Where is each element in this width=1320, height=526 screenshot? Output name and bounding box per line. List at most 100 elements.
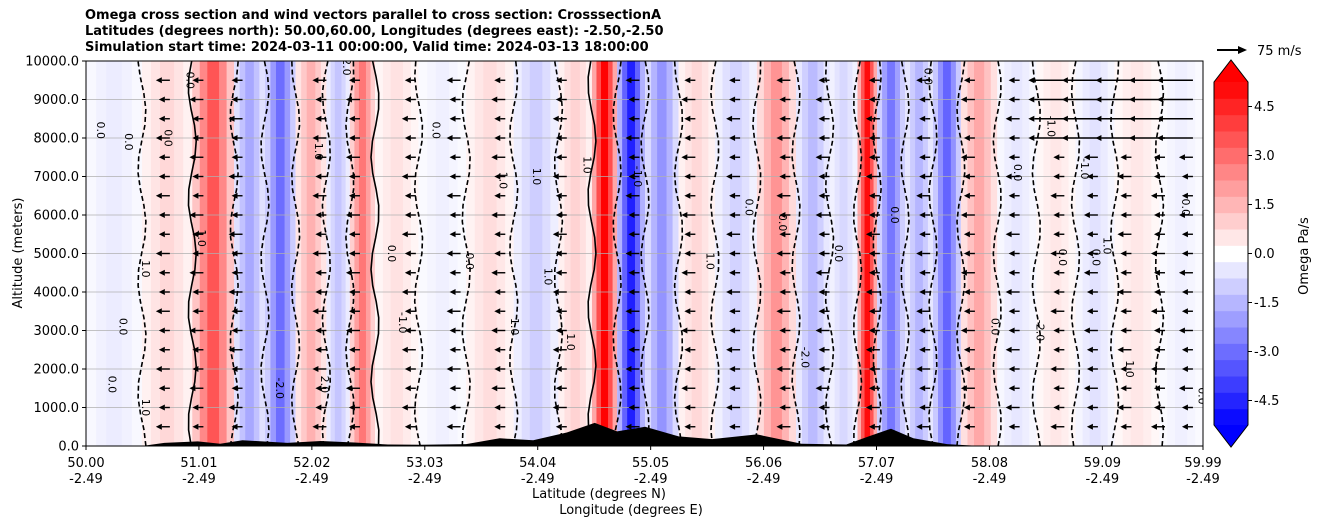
wind-arrow-head-47 xyxy=(231,250,238,257)
wind-arrow-head-31 xyxy=(192,192,199,199)
y-tick-label-1: 1000.0 xyxy=(34,401,80,416)
wind-arrow-head-82 xyxy=(348,308,355,315)
wind-arrow-head-245 xyxy=(779,96,786,103)
wind-arrow-head-227 xyxy=(729,77,736,84)
wind-arrow-head-352 xyxy=(1053,231,1060,238)
wind-arrow-head-238 xyxy=(779,231,786,238)
wind-arrow-head-297 xyxy=(916,192,923,199)
wind-arrow-head-311 xyxy=(963,289,970,295)
wind-arrow-head-303 xyxy=(916,77,923,84)
wind-arrow-head-37 xyxy=(192,77,199,84)
wind-arrow-head-268 xyxy=(868,385,875,392)
x-tick-lat-5: 55.05 xyxy=(632,456,669,471)
wind-arrow-head-144 xyxy=(491,212,498,218)
wind-arrow-head-158 xyxy=(555,308,562,315)
wind-arrow-head-400 xyxy=(1153,404,1160,411)
wind-arrow-head-292 xyxy=(919,289,926,295)
wind-arrow-head-289 xyxy=(919,346,926,353)
wind-arrow-head-276 xyxy=(865,231,872,238)
wind-arrow-head-172 xyxy=(628,404,635,411)
wind-arrow-head-240 xyxy=(776,192,783,199)
wind-arrow-head-64 xyxy=(315,289,322,295)
wind-arrow-head-422 xyxy=(1181,346,1188,353)
wind-arrow-head-403 xyxy=(1153,346,1160,353)
wind-arrow-head-322 xyxy=(963,77,970,84)
wind-arrow-head-420 xyxy=(1178,385,1185,392)
contour-label-9: 0.0 xyxy=(105,376,118,394)
contour-line-17 xyxy=(710,61,720,446)
wind-arrow-head-173 xyxy=(628,385,635,392)
wind-arrow-head-367 xyxy=(1086,308,1093,315)
colorbar-bin-12 xyxy=(1214,212,1248,230)
wind-arrow-head-360 xyxy=(1028,77,1035,84)
quiver-key: 75 m/s xyxy=(1217,44,1302,59)
wind-arrow-head-433 xyxy=(1156,135,1163,141)
wind-arrow-head-201 xyxy=(681,212,688,218)
wind-arrow-head-79 xyxy=(348,366,355,372)
contour-line-10 xyxy=(461,61,471,446)
contour-label-1: 0.0 xyxy=(122,133,135,151)
wind-arrow-head-121 xyxy=(449,289,456,295)
wind-arrow-head-320 xyxy=(963,115,970,122)
wind-arrow-head-80 xyxy=(348,346,355,353)
wind-arrow-head-284 xyxy=(868,77,875,84)
colorbar-bin-20 xyxy=(1214,82,1248,99)
wind-arrow-head-225 xyxy=(726,115,733,122)
wind-arrow-head-358 xyxy=(1028,115,1035,122)
wind-arrow-head-134 xyxy=(494,404,501,411)
contour-label-33: -2.0 xyxy=(1033,320,1046,341)
colorbar-bin-4 xyxy=(1214,343,1248,361)
colorbar-frame xyxy=(1213,59,1249,448)
contour-label-23: -1.0 xyxy=(631,166,644,187)
wind-arrow-head-165 xyxy=(552,173,559,180)
wind-arrow-head-65 xyxy=(315,269,322,276)
wind-arrow-head-291 xyxy=(916,308,923,315)
wind-arrow-head-385 xyxy=(1120,327,1127,334)
wind-arrow-head-371 xyxy=(1086,231,1093,238)
wind-arrow-head-308 xyxy=(963,346,970,353)
wind-arrow-head-187 xyxy=(628,115,635,122)
omega-contours xyxy=(137,61,1165,446)
wind-arrow-head-109 xyxy=(404,154,411,161)
contour-label-5: -1.0 xyxy=(312,139,325,160)
wind-arrow-head-399 xyxy=(1150,423,1157,430)
wind-arrow-head-36 xyxy=(189,96,196,103)
wind-arrow-head-310 xyxy=(963,308,970,315)
wind-arrow-head-137 xyxy=(494,346,501,353)
wind-arrow-head-104 xyxy=(404,250,411,257)
wind-arrow-head-263 xyxy=(818,115,825,122)
wind-arrow-head-203 xyxy=(684,173,691,180)
colorbar-bin-9 xyxy=(1214,261,1248,279)
wind-arrow-head-68 xyxy=(315,212,322,218)
wind-arrow-head-419 xyxy=(1181,404,1188,411)
wind-arrow-head-369 xyxy=(1083,269,1090,276)
wind-arrow-head-0 xyxy=(155,423,162,430)
wind-arrow-head-6 xyxy=(155,308,162,315)
wind-arrow-head-127 xyxy=(449,173,456,180)
contour-label-20: 1.0 xyxy=(541,268,554,286)
wind-arrow-head-17 xyxy=(158,96,165,103)
wind-arrow-head-101 xyxy=(404,308,411,315)
wind-arrow-head-307 xyxy=(963,366,970,372)
wind-arrow-head-381 xyxy=(1117,404,1124,411)
wind-arrow-head-334 xyxy=(1008,212,1015,218)
contour-label-21: 1.0 xyxy=(564,333,577,351)
contour-label-15: 0.0 xyxy=(430,122,443,140)
wind-arrow-head-78 xyxy=(345,385,352,392)
wind-arrow-head-370 xyxy=(1086,250,1093,257)
wind-arrow-head-59 xyxy=(315,385,322,392)
wind-arrow-head-176 xyxy=(628,327,635,334)
wind-arrow-head-135 xyxy=(491,385,498,392)
y-tick-label-4: 4000.0 xyxy=(34,286,80,301)
wind-arrow-head-212 xyxy=(729,366,736,372)
y-axis-ticks: 0.0 1000.0 2000.0 3000.0 4000.0 5000.0 6000.0 7… xyxy=(25,55,86,455)
wind-arrow-head-298 xyxy=(919,173,926,180)
x-axis-ticks: 50.00-2.4951.01-2.4952.02-2.4953.03-2.49… xyxy=(67,446,1222,487)
wind-arrow-head-188 xyxy=(628,96,635,103)
wind-arrow-head-408 xyxy=(1150,250,1157,257)
wind-arrow-head-254 xyxy=(818,289,825,295)
contour-line-1 xyxy=(137,61,147,446)
wind-arrow-head-81 xyxy=(345,327,352,334)
wind-arrow-head-199 xyxy=(684,250,691,257)
wind-arrow-head-111 xyxy=(401,115,408,122)
